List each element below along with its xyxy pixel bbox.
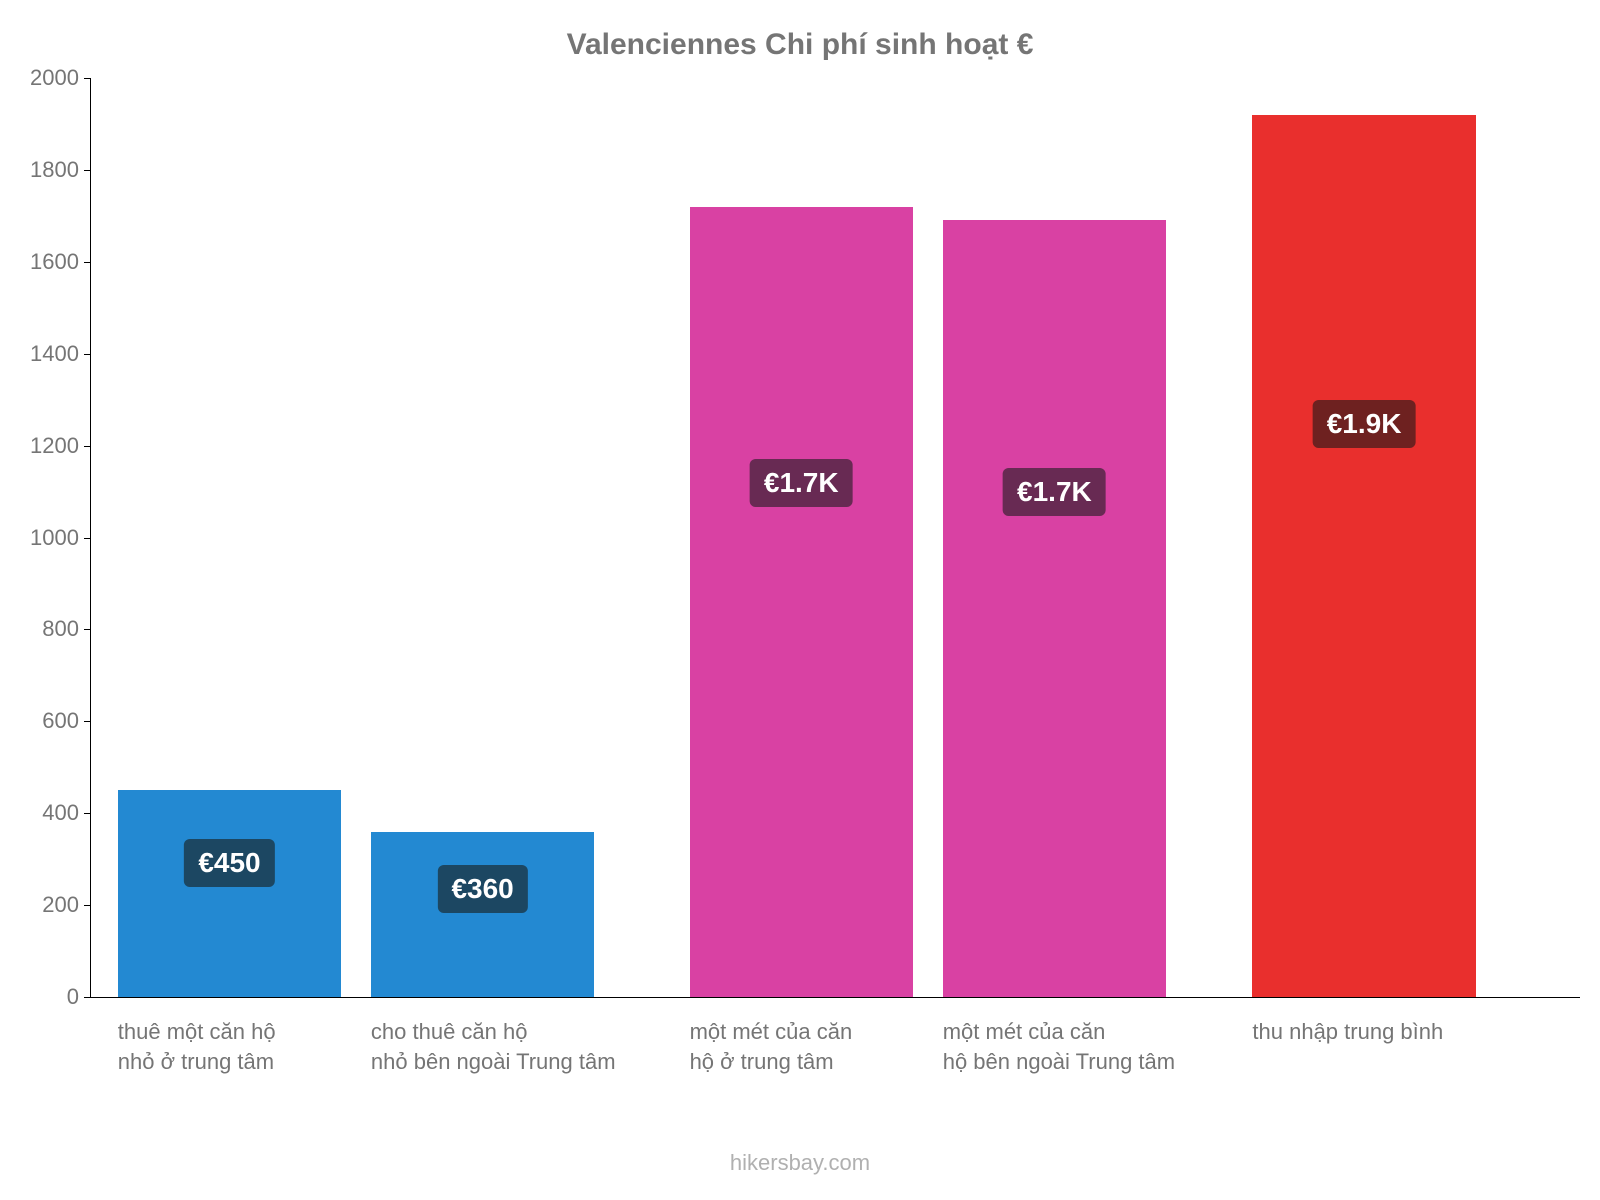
y-tick-mark [84, 905, 91, 906]
y-tick-mark [84, 629, 91, 630]
x-axis-label: thu nhập trung bình [1252, 1017, 1565, 1047]
bar: €1.7K [690, 207, 913, 997]
y-tick-label: 1000 [30, 525, 79, 551]
bar: €360 [371, 832, 594, 997]
y-tick-mark [84, 354, 91, 355]
footer-credit: hikersbay.com [0, 1150, 1600, 1176]
y-tick-mark [84, 813, 91, 814]
y-tick-label: 1200 [30, 433, 79, 459]
bar: €450 [118, 790, 341, 997]
data-label: €1.9K [1313, 400, 1416, 448]
y-tick-label: 0 [67, 984, 79, 1010]
data-label: €360 [437, 865, 527, 913]
x-axis-label: một mét của căn hộ bên ngoài Trung tâm [943, 1017, 1256, 1077]
chart-title: Valenciennes Chi phí sinh hoạt € [0, 28, 1600, 62]
y-tick-mark [84, 721, 91, 722]
y-tick-label: 800 [42, 616, 79, 642]
data-label: €1.7K [750, 459, 853, 507]
plot-area: 0200400600800100012001400160018002000€45… [90, 78, 1580, 998]
y-tick-label: 600 [42, 708, 79, 734]
y-tick-label: 1800 [30, 157, 79, 183]
y-tick-label: 2000 [30, 65, 79, 91]
bar: €1.9K [1252, 115, 1475, 997]
y-tick-mark [84, 170, 91, 171]
y-tick-label: 200 [42, 892, 79, 918]
y-tick-mark [84, 997, 91, 998]
y-tick-mark [84, 78, 91, 79]
y-tick-label: 1400 [30, 341, 79, 367]
data-label: €1.7K [1003, 468, 1106, 516]
y-tick-label: 400 [42, 800, 79, 826]
y-tick-mark [84, 538, 91, 539]
bar: €1.7K [943, 220, 1166, 997]
y-tick-mark [84, 446, 91, 447]
y-tick-label: 1600 [30, 249, 79, 275]
x-axis-label: cho thuê căn hộ nhỏ bên ngoài Trung tâm [371, 1017, 684, 1077]
y-tick-mark [84, 262, 91, 263]
chart-container: Valenciennes Chi phí sinh hoạt € 0200400… [0, 0, 1600, 1200]
data-label: €450 [184, 839, 274, 887]
